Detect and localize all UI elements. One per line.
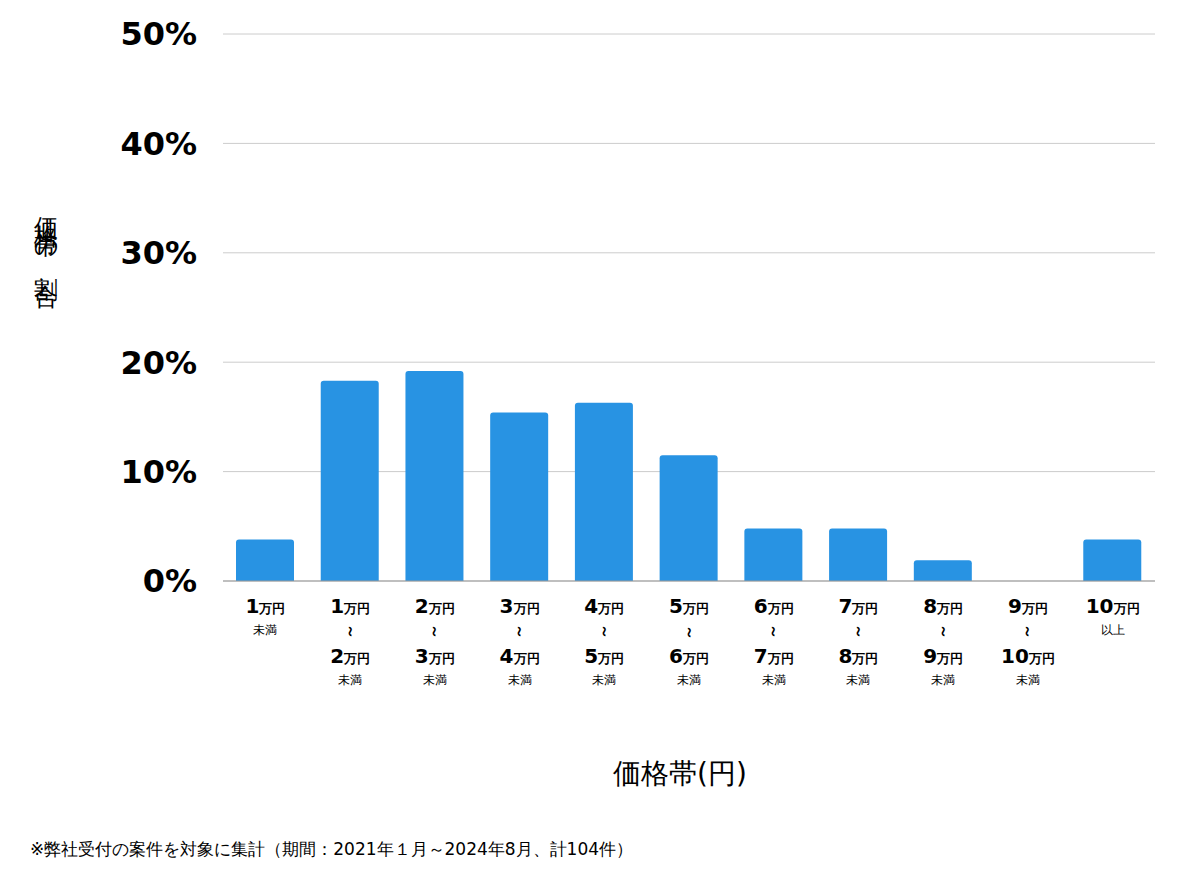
svg-text:～: ～: [342, 625, 360, 640]
svg-text:未満: 未満: [338, 673, 362, 687]
svg-text:30%: 30%: [120, 234, 197, 272]
svg-text:8万円: 8万円: [923, 594, 963, 618]
svg-text:0%: 0%: [143, 562, 197, 600]
svg-text:～: ～: [1019, 625, 1037, 640]
html-text:価格帯(円): 価格帯(円): [613, 757, 747, 790]
svg-text:7万円: 7万円: [838, 594, 878, 618]
svg-text:未満: 未満: [1016, 673, 1040, 687]
svg-text:10万円: 10万円: [1001, 644, 1055, 668]
svg-text:未満: 未満: [253, 623, 277, 637]
svg-text:1万円: 1万円: [330, 594, 370, 618]
svg-text:7万円: 7万円: [754, 644, 794, 668]
svg-text:4万円: 4万円: [500, 644, 540, 668]
svg-text:9万円: 9万円: [1008, 594, 1048, 618]
svg-text:～: ～: [426, 625, 444, 640]
svg-text:5万円: 5万円: [669, 594, 709, 618]
svg-text:未満: 未満: [931, 673, 955, 687]
svg-text:8万円: 8万円: [838, 644, 878, 668]
svg-text:2万円: 2万円: [415, 594, 455, 618]
svg-text:6万円: 6万円: [754, 594, 794, 618]
svg-text:6万円: 6万円: [669, 644, 709, 668]
svg-text:5万円: 5万円: [584, 644, 624, 668]
svg-text:～: ～: [596, 625, 614, 640]
svg-text:10%: 10%: [120, 453, 197, 491]
svg-text:～: ～: [850, 625, 868, 640]
svg-text:20%: 20%: [120, 344, 197, 382]
svg-text:4万円: 4万円: [584, 594, 624, 618]
svg-text:50%: 50%: [120, 15, 197, 53]
svg-text:以上: 以上: [1101, 623, 1125, 637]
html-text:価格帯の割合: 価格帯の割合: [32, 198, 60, 273]
svg-text:～: ～: [681, 625, 699, 640]
svg-text:未満: 未満: [508, 673, 532, 687]
svg-text:～: ～: [935, 625, 953, 640]
svg-text:未満: 未満: [677, 673, 701, 687]
svg-text:未満: 未満: [592, 673, 616, 687]
svg-text:9万円: 9万円: [923, 644, 963, 668]
svg-text:～: ～: [765, 625, 783, 640]
svg-text:40%: 40%: [120, 125, 197, 163]
svg-text:～: ～: [511, 625, 529, 640]
html-text:※弊社受付の案件を対象に集計（期間：2021年１月～2024: ※弊社受付の案件を対象に集計（期間：2021年１月～2024年8月、計104件）: [30, 839, 633, 859]
svg-text:未満: 未満: [423, 673, 447, 687]
svg-text:2万円: 2万円: [330, 644, 370, 668]
svg-text:3万円: 3万円: [415, 644, 455, 668]
svg-text:未満: 未満: [762, 673, 786, 687]
svg-text:1万円: 1万円: [245, 594, 285, 618]
svg-text:3万円: 3万円: [500, 594, 540, 618]
svg-text:10万円: 10万円: [1086, 594, 1140, 618]
svg-text:未満: 未満: [846, 673, 870, 687]
